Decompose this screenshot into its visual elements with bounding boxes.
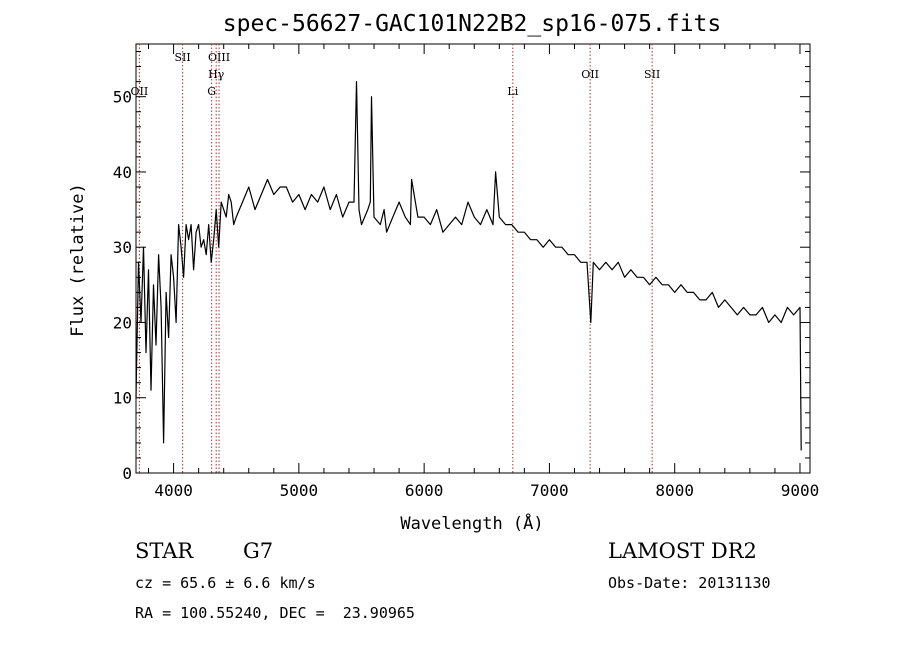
- emission-line-label: SII: [174, 51, 190, 64]
- spectral-subclass: G7: [243, 539, 274, 563]
- y-tick-label: 0: [122, 464, 132, 483]
- emission-line-label: Li: [507, 85, 518, 98]
- y-tick-label: 40: [113, 163, 132, 182]
- y-axis-label: Flux (relative): [68, 183, 88, 337]
- x-tick-label: 7000: [530, 481, 569, 500]
- emission-line-label: Hγ: [208, 68, 225, 81]
- x-tick-label: 6000: [405, 481, 444, 500]
- chart-title: spec-56627-GAC101N22B2_sp16-075.fits: [223, 11, 722, 37]
- redshift-text: cz = 65.6 ± 6.6 km/s: [135, 574, 316, 592]
- plot-frame: [135, 43, 811, 474]
- coordinates-text: RA = 100.55240, DEC = 23.90965: [135, 604, 415, 622]
- object-class: STAR: [135, 539, 194, 563]
- y-tick-label: 50: [113, 88, 132, 107]
- y-tick-label: 30: [113, 238, 132, 257]
- x-axis: 4000 5000 6000 7000 8000 9000: [148, 44, 820, 500]
- x-tick-label: 9000: [781, 481, 820, 500]
- x-tick-label: 8000: [655, 481, 694, 500]
- x-tick-label: 4000: [154, 481, 193, 500]
- y-tick-label: 10: [113, 389, 132, 408]
- x-tick-label: 5000: [280, 481, 319, 500]
- survey-name: LAMOST DR2: [608, 539, 757, 563]
- emission-line-markers: [138, 44, 653, 473]
- y-tick-label: 20: [113, 313, 132, 332]
- emission-line-label: OII: [581, 68, 599, 81]
- x-axis-label: Wavelength (Å): [400, 512, 543, 534]
- obs-date-text: Obs-Date: 20131130: [608, 574, 771, 592]
- emission-line-label: G: [207, 85, 216, 98]
- emission-line-label: OIII: [208, 51, 230, 64]
- emission-line-label: OII: [131, 85, 149, 98]
- spectrum-series-line: [135, 80, 802, 451]
- y-axis: 0 10 20 30 40 50: [113, 51, 810, 483]
- emission-line-labels: OII SII G Hγ OIII Li OII SII: [131, 51, 661, 98]
- emission-line-label: SII: [644, 68, 660, 81]
